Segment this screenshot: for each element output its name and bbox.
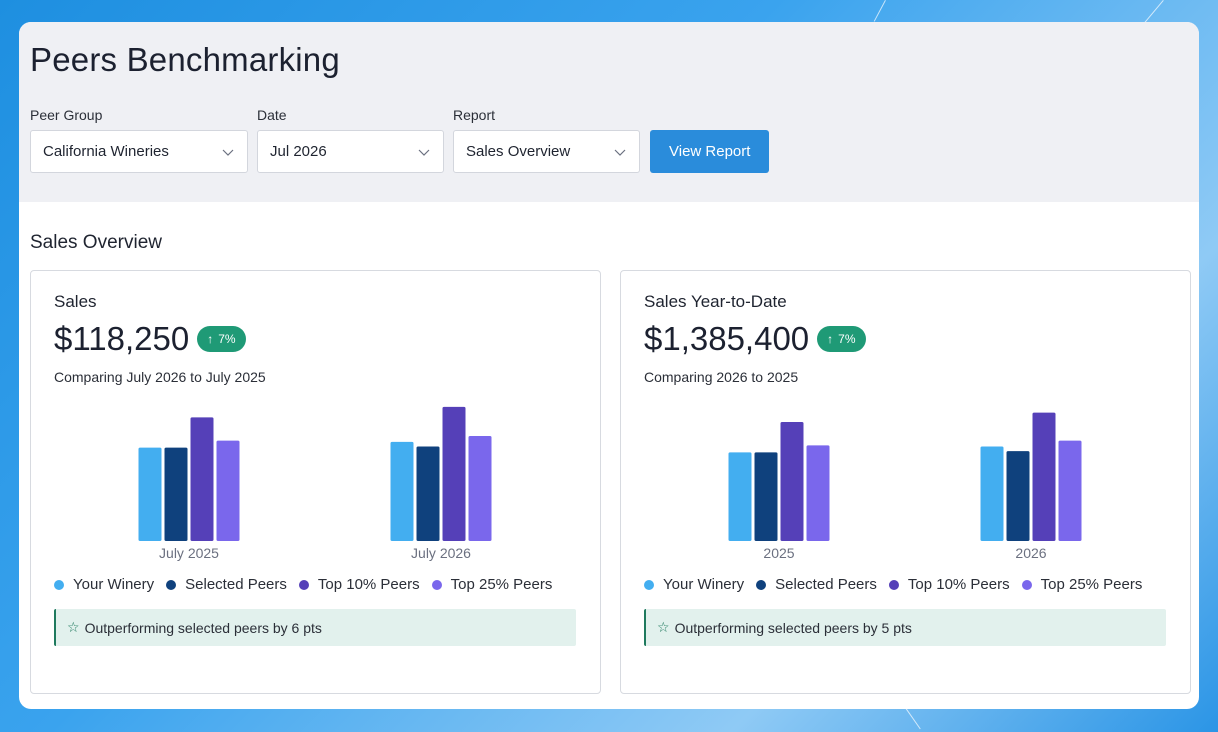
arrow-up-icon: ↑	[207, 332, 214, 346]
legend-label: Your Winery	[73, 576, 155, 593]
legend-dot	[644, 579, 654, 590]
bar-your-winery-2025	[728, 452, 752, 541]
star-icon: ☆	[657, 619, 670, 635]
legend-label: Top 10% Peers	[907, 576, 1010, 593]
legend-item-selected-peers: Selected Peers	[756, 576, 877, 593]
legend-dot	[298, 579, 309, 590]
bar-top-10-peers-2026	[1032, 412, 1056, 541]
bar-selected-peers-2025	[754, 452, 778, 541]
legend-label: Top 10% Peers	[317, 576, 420, 593]
date-field: Date Jul 2026	[257, 107, 444, 173]
bar-top-10-peers-july-2025	[190, 417, 214, 541]
filter-bar: Peer Group California Wineries Date Jul …	[30, 107, 1188, 173]
change-badge: ↑ 7%	[197, 326, 246, 352]
legend-label: Selected Peers	[185, 576, 287, 593]
report-field: Report Sales Overview	[453, 107, 640, 173]
legend-item-your-winery: Your Winery	[644, 576, 744, 593]
legend-label: Your Winery	[663, 576, 745, 593]
sales-ytd-bar-chart: 2025 2026	[728, 412, 1082, 561]
chevron-down-icon	[614, 149, 626, 156]
bar-top-25-peers-2026	[1058, 440, 1082, 541]
performance-callout: ☆ Outperforming selected peers by 6 pts	[54, 609, 576, 646]
legend-dot	[888, 579, 899, 590]
page-title: Peers Benchmarking	[30, 41, 340, 78]
background-decoration	[873, 0, 886, 22]
legend-item-top-25: Top 25% Peers	[1021, 576, 1143, 593]
chart-legend: Your Winery Selected Peers Top 10% Peers…	[644, 576, 1154, 593]
legend-label: Selected Peers	[775, 576, 877, 593]
metric-value-row: $1,385,400 ↑ 7%	[644, 320, 866, 358]
bar-selected-peers-2026	[1006, 451, 1030, 541]
change-value: 7%	[218, 332, 236, 346]
card-title: Sales	[54, 292, 97, 311]
section-title: Sales Overview	[30, 232, 162, 253]
legend-label: Top 25% Peers	[1040, 576, 1143, 593]
chevron-down-icon	[418, 149, 430, 156]
date-select[interactable]: Jul 2026	[257, 130, 444, 173]
peer-group-field: Peer Group California Wineries	[30, 107, 248, 173]
legend-item-selected-peers: Selected Peers	[166, 576, 287, 593]
x-tick-label: 2025	[763, 545, 794, 561]
date-value: Jul 2026	[270, 143, 327, 160]
legend-dot	[1021, 579, 1032, 590]
report-label: Report	[453, 107, 496, 123]
bar-selected-peers-july-2025	[164, 447, 188, 541]
peer-group-value: California Wineries	[43, 143, 169, 160]
metric-value: $118,250	[54, 320, 190, 357]
legend-item-top-10: Top 10% Peers	[888, 576, 1010, 593]
performance-callout: ☆ Outperforming selected peers by 5 pts	[644, 609, 1166, 646]
bar-top-10-peers-july-2026	[442, 406, 466, 541]
arrow-up-icon: ↑	[827, 332, 834, 346]
chart-legend: Your Winery Selected Peers Top 10% Peers…	[54, 576, 564, 593]
sales-bar-chart: July 2025 July 2026	[138, 406, 492, 561]
chevron-down-icon	[222, 149, 234, 156]
card-title: Sales Year-to-Date	[644, 292, 787, 311]
bar-top-25-peers-2025	[806, 445, 830, 541]
x-tick-label: 2026	[1015, 545, 1046, 561]
callout-text: Outperforming selected peers by 6 pts	[84, 619, 322, 636]
callout-text: Outperforming selected peers by 5 pts	[674, 619, 912, 636]
legend-item-your-winery: Your Winery	[54, 576, 154, 593]
metric-value-row: $118,250 ↑ 7%	[54, 320, 246, 358]
bar-top-25-peers-july-2025	[216, 440, 240, 541]
x-tick-label: July 2026	[411, 545, 471, 561]
bar-your-winery-july-2025	[138, 447, 162, 541]
bar-top-25-peers-july-2026	[468, 436, 492, 541]
comparison-text: Comparing July 2026 to July 2025	[54, 369, 266, 385]
date-label: Date	[257, 107, 287, 123]
background-decoration	[905, 707, 921, 730]
background-decoration	[1143, 0, 1164, 24]
legend-dot	[54, 579, 64, 590]
change-badge: ↑ 7%	[817, 326, 866, 352]
legend-item-top-25: Top 25% Peers	[431, 576, 553, 593]
sales-card: Sales $118,250 ↑ 7% Comparing July 2026 …	[30, 270, 601, 694]
header-panel: Peers Benchmarking Peer Group California…	[19, 22, 1199, 202]
sales-ytd-card: Sales Year-to-Date $1,385,400 ↑ 7% Compa…	[620, 270, 1191, 694]
peer-group-label: Peer Group	[30, 107, 103, 123]
change-value: 7%	[838, 332, 856, 346]
legend-dot	[166, 579, 177, 590]
peer-group-select[interactable]: California Wineries	[30, 130, 248, 173]
comparison-text: Comparing 2026 to 2025	[644, 369, 799, 385]
bar-your-winery-2026	[980, 446, 1004, 541]
app-window: Peers Benchmarking Peer Group California…	[19, 22, 1199, 709]
legend-label: Top 25% Peers	[450, 576, 553, 593]
legend-dot	[431, 579, 442, 590]
legend-item-top-10: Top 10% Peers	[298, 576, 420, 593]
bar-top-10-peers-2025	[780, 422, 804, 541]
report-select[interactable]: Sales Overview	[453, 130, 640, 173]
x-tick-label: July 2025	[159, 545, 219, 561]
bar-selected-peers-july-2026	[416, 446, 440, 541]
legend-dot	[756, 579, 767, 590]
view-report-button[interactable]: View Report	[650, 130, 770, 173]
star-icon: ☆	[67, 619, 80, 635]
bar-your-winery-july-2026	[390, 441, 414, 541]
report-value: Sales Overview	[466, 143, 571, 160]
metric-value: $1,385,400	[644, 320, 810, 357]
